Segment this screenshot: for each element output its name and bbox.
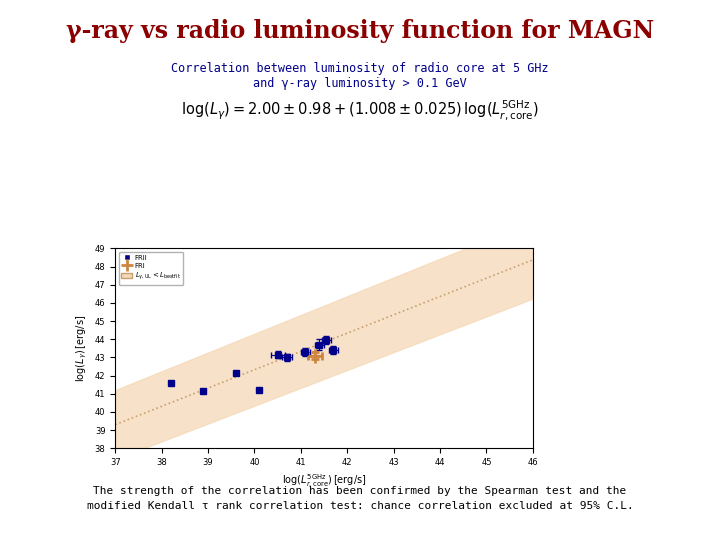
Text: γ-ray vs radio luminosity function for MAGN: γ-ray vs radio luminosity function for M… bbox=[66, 19, 654, 43]
Y-axis label: $\log(L_\gamma)\,[\mathrm{erg/s}]$: $\log(L_\gamma)\,[\mathrm{erg/s}]$ bbox=[75, 315, 89, 382]
Text: and γ-ray luminosity > 0.1 GeV: and γ-ray luminosity > 0.1 GeV bbox=[253, 77, 467, 90]
Text: $\log(L_\gamma) = 2.00\pm0.98 + (1.008\pm0.025)\,\log(L_{r,\mathrm{core}}^{\math: $\log(L_\gamma) = 2.00\pm0.98 + (1.008\p… bbox=[181, 98, 539, 122]
Text: The strength of the correlation has been confirmed by the Spearman test and the: The strength of the correlation has been… bbox=[94, 486, 626, 496]
Text: Correlation between luminosity of radio core at 5 GHz: Correlation between luminosity of radio … bbox=[171, 62, 549, 75]
X-axis label: $\log(L_{r,\mathrm{core}}^{\mathrm{5GHz}})\,[\mathrm{erg/s}]$: $\log(L_{r,\mathrm{core}}^{\mathrm{5GHz}… bbox=[282, 472, 366, 490]
Legend: FRII, FRI, $L_{\gamma,\mathrm{UL}} < L_{\mathrm{best fit}}$: FRII, FRI, $L_{\gamma,\mathrm{UL}} < L_{… bbox=[119, 252, 184, 285]
Text: modified Kendall τ rank correlation test: chance correlation excluded at 95% C.L: modified Kendall τ rank correlation test… bbox=[86, 501, 634, 511]
